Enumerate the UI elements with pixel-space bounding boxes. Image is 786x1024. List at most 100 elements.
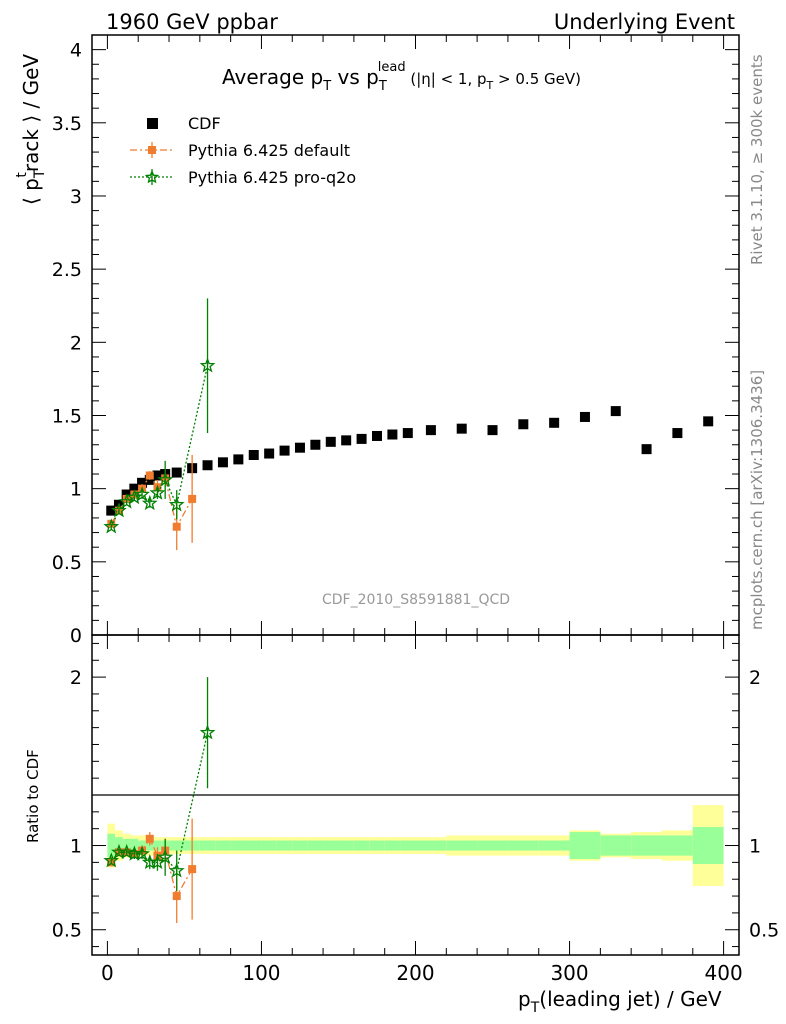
cdf-point [106, 505, 117, 516]
ratio-band-inner [569, 832, 601, 859]
y-tick-label: 4 [70, 40, 82, 62]
pythia-proq2o-point [134, 486, 150, 502]
y-tick-label: 0.5 [52, 552, 82, 574]
cdf-point [217, 457, 228, 468]
ratio-band-inner [692, 827, 724, 865]
x-tick-label: 200 [396, 961, 434, 985]
ratio-uncertainty-bands [107, 805, 724, 886]
y-tick-label: 3 [70, 186, 82, 208]
legend-label-pythia-proq2o: Pythia 6.425 pro-q2o [188, 168, 356, 187]
ratio-band-inner [631, 835, 662, 856]
ratio-y-tick-label: 0.5 [52, 920, 82, 942]
ratio-band-inner [276, 840, 293, 851]
x-axis-label: pT(leading jet) / GeV [518, 987, 722, 1016]
ratio-band-inner [384, 840, 401, 851]
pythia-default-point [188, 494, 197, 503]
cdf-point [137, 477, 148, 488]
ratio-y-axis-label: Ratio to CDF [24, 749, 42, 843]
cdf-point [233, 454, 244, 465]
main-panel-data [103, 298, 714, 551]
ratio-band-inner [169, 840, 185, 851]
pythia-proq2o-point [134, 845, 150, 861]
cdf-point [264, 448, 275, 459]
pythia-default-point [172, 892, 181, 901]
cdf-point [672, 428, 683, 439]
ratio-band-inner [415, 840, 447, 851]
header-right: Underlying Event [554, 10, 735, 34]
ratio-band-inner [107, 833, 116, 858]
ratio-band-inner [145, 840, 154, 851]
pythia-proq2o-point [103, 518, 120, 534]
cdf-point [371, 430, 382, 441]
ratio-y-tick-label-right: 1 [749, 836, 761, 858]
y-tick-label: 1 [70, 479, 82, 501]
ratio-band-inner [230, 840, 247, 851]
x-tick-label: 300 [550, 961, 588, 985]
ratio-band-inner [661, 835, 693, 856]
rivet-label: Rivet 3.1.10, ≥ 300k events [748, 54, 766, 265]
pythia-proq2o-point [157, 848, 174, 865]
pythia-proq2o-point [168, 496, 185, 512]
ratio-band-inner [538, 840, 570, 851]
cdf-point [579, 411, 590, 422]
pythia-proq2o-point [199, 357, 216, 373]
ratio-band-inner [369, 840, 385, 851]
ratio-band-inner [130, 838, 139, 853]
ratio-band-inner [307, 840, 324, 851]
pythia-proq2o-point [111, 502, 127, 518]
y-tick-label: 2.5 [52, 259, 82, 281]
ratio-band-inner [446, 840, 478, 851]
pythia-proq2o-point [168, 862, 185, 878]
cdf-point [487, 425, 498, 436]
ratio-band-inner [153, 840, 162, 851]
cdf-point [549, 417, 560, 428]
legend-item-cdf: CDF [147, 114, 221, 133]
analysis-watermark: CDF_2010_S8591881_QCD [322, 592, 510, 608]
cdf-point [456, 423, 467, 434]
legend: CDF Pythia 6.425 default Pythia 6.425 pr… [130, 114, 356, 187]
cdf-point [703, 416, 714, 427]
y-tick-label: 2 [70, 332, 82, 354]
y-axis-label: ⟨ pTtrack ⟩ / GeV [14, 54, 48, 205]
legend-label-cdf: CDF [188, 114, 221, 133]
legend-marker-pythia-default [148, 146, 156, 154]
cdf-point [294, 442, 305, 453]
cdf-point [402, 428, 413, 439]
ratio-band-inner [215, 840, 231, 851]
ratio-panel-data [103, 677, 216, 923]
cdf-point [641, 444, 652, 455]
pythia-proq2o-point [118, 843, 135, 859]
x-tick-label: 0 [101, 961, 114, 985]
pythia-proq2o-point [149, 484, 166, 500]
x-tick-label: 100 [242, 961, 280, 985]
cdf-point [425, 425, 436, 436]
pythia-default-point [145, 834, 154, 843]
y-tick-label: 0 [70, 625, 82, 647]
ratio-band-inner [600, 835, 632, 856]
ratio-y-tick-label-right: 2 [749, 667, 761, 689]
pythia-default-point [145, 471, 154, 480]
ratio-band-inner [323, 840, 339, 851]
mcplots-label: mcplots.cern.ch [arXiv:1306.3436] [748, 370, 766, 630]
cdf-point [152, 470, 163, 481]
cdf-point [341, 435, 352, 446]
cdf-point [248, 450, 259, 460]
header-left: 1960 GeV ppbar [106, 10, 278, 34]
ratio-band-inner [507, 840, 539, 851]
chart-title: Average pT vs pTlead (|η| < 1, pT > 0.5 … [222, 60, 581, 94]
x-tick-label: 400 [705, 961, 743, 985]
legend-label-pythia-default: Pythia 6.425 default [188, 141, 350, 160]
pythia-proq2o-point [157, 471, 174, 487]
pythia-default-point [188, 865, 197, 874]
pythia-default-point [172, 522, 181, 531]
cdf-point [610, 406, 621, 417]
ratio-y-tick-label: 2 [70, 667, 82, 689]
cdf-point [171, 467, 182, 478]
ratio-band-inner [338, 840, 354, 851]
ratio-band-inner [477, 840, 508, 851]
legend-marker-pythia-proq2o [144, 169, 160, 184]
ratio-band-inner [261, 840, 277, 851]
y-tick-label: 3.5 [52, 113, 82, 135]
y-tick-label: 1.5 [52, 405, 82, 427]
